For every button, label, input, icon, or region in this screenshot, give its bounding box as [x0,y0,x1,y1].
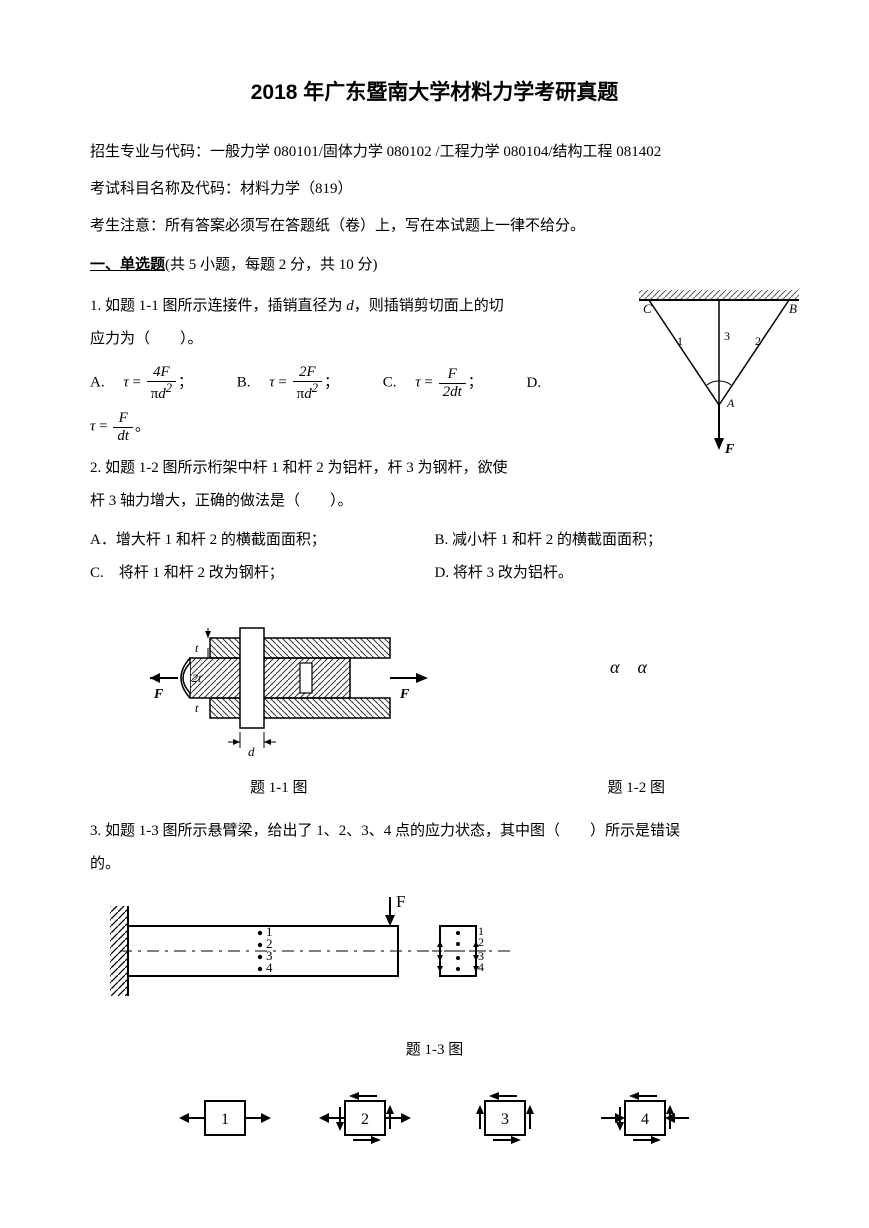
caption-1-1: 题 1-1 图 [250,772,308,805]
optC-label: C. [383,375,412,391]
question-2: 2. 如题 1-2 图所示桁架中杆 1 和杆 2 为铝杆，杆 3 为钢杆，欲使 … [90,452,779,590]
notice-line: 考生注意：所有答案必须写在答题纸（卷）上，写在本试题上一律不给分。 [90,210,779,243]
q1-optB: B. τ = 2F πd2 ； [237,364,339,402]
q1-optA: A. τ = 4F πd2 ； [90,364,193,402]
svg-text:t: t [195,641,199,655]
svg-text:C: C [643,301,652,316]
svg-text:2: 2 [755,334,761,348]
section1-header: 一、单选题(共 5 小题，每题 2 分，共 10 分) [90,249,779,282]
cantilever-beam-figure: F 1 2 3 4 1 2 3 4 [90,891,530,1011]
semiA: ； [178,375,193,391]
svg-text:B: B [789,301,797,316]
majors-line: 招生专业与代码：一般力学 080101/固体力学 080102 /工程力学 08… [90,136,779,169]
fracC-den: 2dt [443,384,462,400]
semiC: ； [468,375,483,391]
svg-text:d: d [248,744,255,759]
svg-text:2t: 2t [192,671,202,685]
q2-optD: D. 将杆 3 改为铝杆。 [435,557,780,590]
optD-label: D. [527,375,542,391]
svg-text:F: F [399,687,410,702]
q1-text1: 1. 如题 1-1 图所示连接件，插销直径为 [90,298,346,314]
stress-box-4: 4 [595,1083,695,1153]
q2-optA: A．增大杆 1 和杆 2 的横截面面积； [90,524,435,557]
section1-rest: (共 5 小题，每题 2 分，共 10 分) [165,257,378,273]
svg-text:F: F [396,892,405,911]
svg-text:F: F [153,687,164,702]
caption-1-2: 题 1-2 图 [608,772,666,805]
fracB-sup: 2 [312,381,318,395]
svg-text:t: t [195,701,199,715]
fracA-sup: 2 [166,381,172,395]
question-3: 3. 如题 1-3 图所示悬臂梁，给出了 1、2、3、4 点的应力状态，其中图（… [90,815,779,881]
fracA-d: d [158,386,166,402]
stress-box-1: 1 [175,1083,275,1153]
q2-text2: 杆 3 轴力增大，正确的做法是（ ）。 [90,485,779,518]
svg-text:1: 1 [677,334,683,348]
fracC-num: F [448,366,457,382]
page-title: 2018 年广东暨南大学材料力学考研真题 [90,70,779,116]
svg-text:2: 2 [361,1111,369,1128]
q1-text2: ，则插销剪切面上的切 [354,298,504,314]
optB-label: B. [237,375,266,391]
fracB-d: d [304,386,312,402]
svg-text:4: 4 [478,960,484,974]
fracA-num: 4F [153,364,170,380]
q1-optC: C. τ = F 2dt ； [383,366,483,400]
q3-text1: 3. 如题 1-3 图所示悬臂梁，给出了 1、2、3、4 点的应力状态，其中图（… [90,815,779,848]
svg-text:4: 4 [266,960,273,975]
alpha-symbols: α α [610,648,647,688]
stress-state-row: 1 2 3 4 [90,1083,779,1153]
periodD: 。 [135,419,150,435]
svg-text:3: 3 [501,1111,509,1128]
figure-row-1: F F t 2t t d α α [90,608,779,768]
q2-optB: B. 减小杆 1 和杆 2 的横截面面积； [435,524,780,557]
optA-label: A. [90,375,120,391]
caption-1-3: 题 1-3 图 [90,1034,779,1067]
semiB: ； [324,375,339,391]
fracD-num: F [119,410,128,426]
q1-optD: D. [527,367,542,400]
q1-var-d: d [346,298,354,314]
fracD-den: dt [117,428,129,444]
svg-text:A: A [726,396,735,410]
q2-text: 2. 如题 1-2 图所示桁架中杆 1 和杆 2 为铝杆，杆 3 为钢杆，欲使 [90,452,779,485]
stress-box-3: 3 [455,1083,555,1153]
pin-connector-figure: F F t 2t t d [150,608,430,768]
svg-text:4: 4 [641,1111,649,1128]
svg-text:1: 1 [221,1111,229,1128]
fracB-num: 2F [299,364,316,380]
q2-options: A．增大杆 1 和杆 2 的横截面面积； B. 减小杆 1 和杆 2 的横截面面… [90,524,779,590]
subject-line: 考试科目名称及代码：材料力学（819） [90,173,779,206]
stress-box-2: 2 [315,1083,415,1153]
q2-optC: C. 将杆 1 和杆 2 改为钢杆； [90,557,435,590]
section1-bold: 一、单选题 [90,257,165,273]
q3-text2: 的。 [90,848,779,881]
svg-text:3: 3 [724,329,730,343]
truss-figure: C B A F 1 2 3 [629,285,809,465]
caption-row-1: 题 1-1 图 题 1-2 图 [90,772,779,805]
